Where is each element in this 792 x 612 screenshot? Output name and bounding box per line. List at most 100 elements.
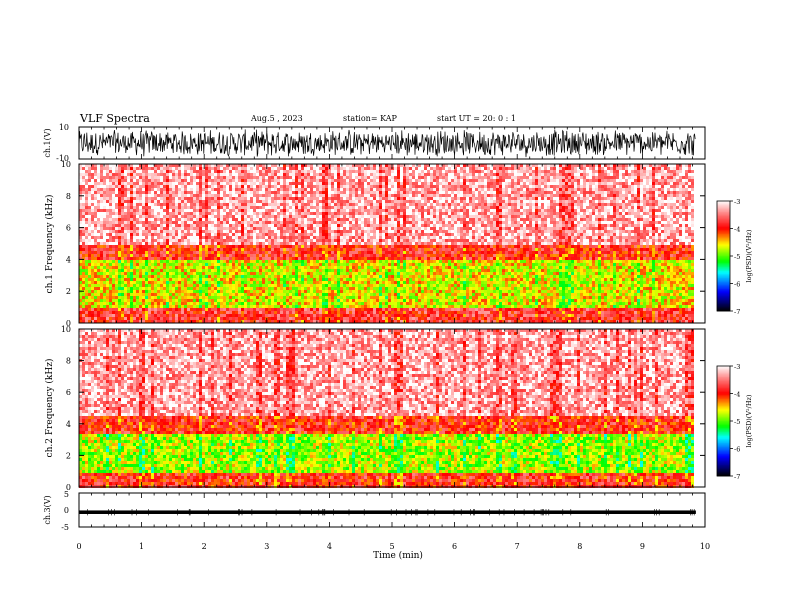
spectrogram-cell: [166, 191, 169, 194]
spectrogram-cell: [172, 194, 175, 197]
spectrogram-cell: [235, 224, 238, 227]
spectrogram-cell: [223, 272, 226, 275]
spectrogram-cell: [250, 242, 253, 245]
spectrogram-cell: [343, 302, 346, 305]
spectrogram-cell: [109, 200, 112, 203]
spectrogram-cell: [181, 167, 184, 170]
spectrogram-cell: [187, 185, 190, 188]
spectrogram-cell: [346, 239, 349, 242]
spectrogram-cell: [112, 218, 115, 221]
spectrogram-cell: [175, 224, 178, 227]
spectrogram-cell: [220, 179, 223, 182]
spectrogram-cell: [232, 320, 235, 323]
spectrogram-cell: [298, 278, 301, 281]
spectrogram-cell: [103, 176, 106, 179]
spectrogram-cell: [226, 299, 229, 302]
spectrogram-cell: [106, 164, 109, 167]
spectrogram-cell: [184, 176, 187, 179]
spectrogram-cell: [226, 221, 229, 224]
spectrogram-cell: [229, 320, 232, 323]
spectrogram-cell: [313, 302, 316, 305]
spectrogram-cell: [298, 218, 301, 221]
spectrogram-cell: [178, 221, 181, 224]
spectrogram-cell: [310, 254, 313, 257]
spectrogram-cell: [88, 170, 91, 173]
spectrogram-cell: [94, 164, 97, 167]
spectrogram-cell: [199, 227, 202, 230]
spectrogram-cell: [166, 242, 169, 245]
spectrogram-cell: [157, 236, 160, 239]
spectrogram-cell: [313, 251, 316, 254]
spectrogram-cell: [124, 266, 127, 269]
spectrogram-cell: [337, 257, 340, 260]
spectrogram-cell: [118, 170, 121, 173]
spectrogram-cell: [151, 164, 154, 167]
spectrogram-cell: [352, 257, 355, 260]
spectrogram-cell: [91, 266, 94, 269]
spectrogram-cell: [130, 269, 133, 272]
spectrogram-cell: [151, 182, 154, 185]
spectrogram-cell: [244, 233, 247, 236]
spectrogram-cell: [193, 200, 196, 203]
spectrogram-cell: [322, 194, 325, 197]
spectrogram-cell: [151, 269, 154, 272]
spectrogram-cell: [298, 200, 301, 203]
spectrogram-cell: [313, 290, 316, 293]
spectrogram-cell: [286, 173, 289, 176]
spectrogram-cell: [265, 251, 268, 254]
spectrogram-cell: [211, 260, 214, 263]
spectrogram-cell: [121, 245, 124, 248]
spectrogram-cell: [157, 218, 160, 221]
spectrogram-cell: [175, 233, 178, 236]
spectrogram-cell: [241, 269, 244, 272]
spectrogram-cell: [247, 320, 250, 323]
spectrogram-cell: [157, 212, 160, 215]
spectrogram-cell: [250, 176, 253, 179]
spectrogram-cell: [268, 194, 271, 197]
spectrogram-cell: [151, 191, 154, 194]
spectrogram-cell: [202, 257, 205, 260]
spectrogram-cell: [274, 278, 277, 281]
spectrogram-cell: [181, 203, 184, 206]
spectrogram-cell: [133, 287, 136, 290]
spectrogram-cell: [244, 293, 247, 296]
spectrogram-cell: [241, 257, 244, 260]
spectrogram-cell: [295, 272, 298, 275]
spectrogram-cell: [301, 203, 304, 206]
spectrogram-cell: [313, 191, 316, 194]
spectrogram-cell: [139, 275, 142, 278]
spectrogram-cell: [295, 311, 298, 314]
spectrogram-cell: [79, 164, 82, 167]
spectrogram-cell: [256, 164, 259, 167]
spectrogram-cell: [328, 278, 331, 281]
spectrogram-cell: [286, 320, 289, 323]
spectrogram-cell: [325, 281, 328, 284]
spectrogram-cell: [118, 278, 121, 281]
spectrogram-cell: [202, 251, 205, 254]
spectrogram-cell: [112, 245, 115, 248]
spectrogram-cell: [127, 314, 130, 317]
spectrogram-cell: [127, 242, 130, 245]
spectrogram-cell: [352, 266, 355, 269]
spectrogram-cell: [328, 209, 331, 212]
spectrogram-cell: [181, 173, 184, 176]
spectrogram-cell: [118, 263, 121, 266]
spectrogram-cell: [103, 200, 106, 203]
spectrogram-cell: [211, 254, 214, 257]
spectrogram-cell: [94, 263, 97, 266]
spectrogram-cell: [298, 269, 301, 272]
spectrogram-cell: [175, 209, 178, 212]
spectrogram-cell: [250, 209, 253, 212]
spectrogram-cell: [121, 314, 124, 317]
spectrogram-cell: [346, 242, 349, 245]
spectrogram-cell: [331, 284, 334, 287]
spectrogram-cell: [256, 305, 259, 308]
spectrogram-cell: [178, 260, 181, 263]
spectrogram-cell: [238, 278, 241, 281]
spectrogram-cell: [211, 233, 214, 236]
spectrogram-cell: [250, 164, 253, 167]
spectrogram-cell: [283, 257, 286, 260]
spectrogram-cell: [193, 272, 196, 275]
spectrogram-cell: [97, 287, 100, 290]
spectrogram-cell: [169, 173, 172, 176]
